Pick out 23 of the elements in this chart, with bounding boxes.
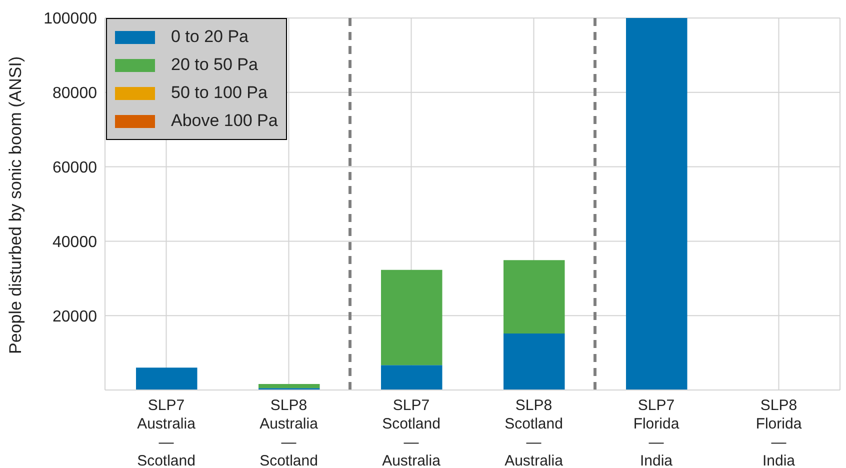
y-tick-label: 80000 (52, 85, 98, 102)
bar (136, 368, 198, 390)
x-tick-label: SLP8 Australia — Scotland (260, 397, 319, 468)
legend-label: 20 to 50 Pa (170, 54, 259, 76)
bar (381, 270, 442, 366)
y-axis-title: People disturbed by sonic boom (ANSI) (6, 56, 26, 354)
x-tick-label: SLP8 Scotland — Australia (504, 397, 564, 468)
x-tick-label: SLP8 Florida — India (756, 397, 802, 468)
legend-label: 50 to 100 Pa (170, 82, 268, 104)
bar (626, 18, 688, 390)
x-tick-label: SLP7 Australia — Scotland (137, 397, 196, 468)
y-tick-label: 40000 (52, 234, 98, 251)
bar (504, 260, 565, 334)
legend-label: 0 to 20 Pa (170, 26, 250, 48)
bar (504, 333, 565, 390)
y-tick-label: 60000 (52, 159, 98, 176)
bar (258, 384, 320, 388)
y-tick-label: 20000 (52, 308, 98, 326)
bar (381, 365, 442, 390)
x-tick-label: SLP7 Florida — India (633, 397, 680, 468)
y-tick-label: 100000 (44, 10, 98, 28)
legend-label: Above 100 Pa (170, 110, 278, 132)
x-tick-label: SLP7 Scotland — Australia (382, 397, 442, 468)
